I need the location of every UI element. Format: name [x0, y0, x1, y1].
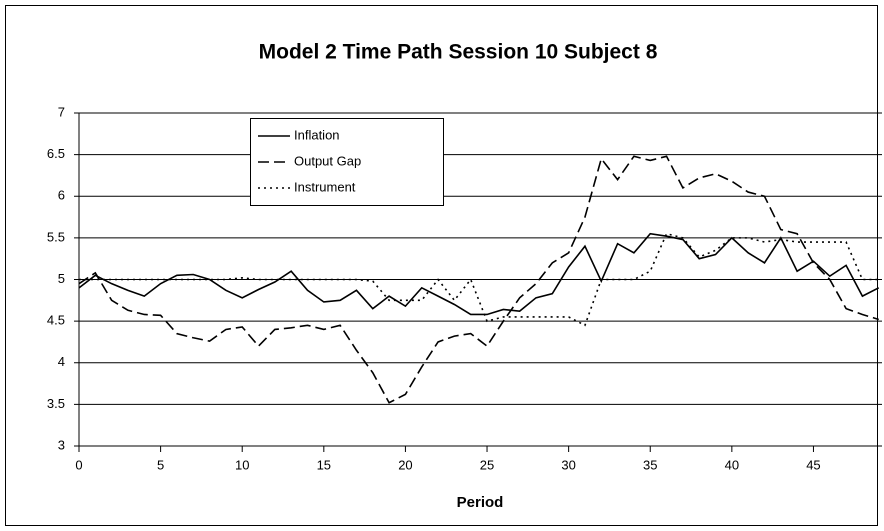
y-tick-label: 4.5: [47, 313, 65, 328]
x-tick-label: 40: [725, 457, 739, 472]
x-tick-label: 0: [75, 457, 82, 472]
y-tick-label: 4: [58, 354, 65, 369]
x-tick-label: 45: [806, 457, 820, 472]
y-tick-label: 6: [58, 188, 65, 203]
y-tick-label: 3: [58, 437, 65, 452]
x-axis-title: Period: [457, 494, 504, 511]
x-tick-label: 25: [480, 457, 494, 472]
y-tick-label: 5.5: [47, 229, 65, 244]
x-tick-label: 30: [561, 457, 575, 472]
x-tick-label: 10: [235, 457, 249, 472]
x-tick-label: 35: [643, 457, 657, 472]
chart-title: Model 2 Time Path Session 10 Subject 8: [259, 41, 658, 64]
legend-label: Inflation: [294, 127, 340, 142]
series-line: [79, 232, 879, 327]
series-line: [78, 155, 879, 404]
x-tick-label: 15: [317, 457, 331, 472]
legend-label: Output Gap: [294, 153, 361, 168]
y-tick-label: 7: [58, 104, 65, 119]
x-tick-label: 5: [157, 457, 164, 472]
x-tick-label: 20: [398, 457, 412, 472]
y-tick-label: 6.5: [47, 146, 65, 161]
chart-frame: [5, 5, 878, 526]
y-tick-label: 3.5: [47, 396, 65, 411]
legend-label: Instrument: [294, 179, 356, 194]
y-tick-label: 5: [58, 271, 65, 286]
series-line: [78, 232, 880, 316]
